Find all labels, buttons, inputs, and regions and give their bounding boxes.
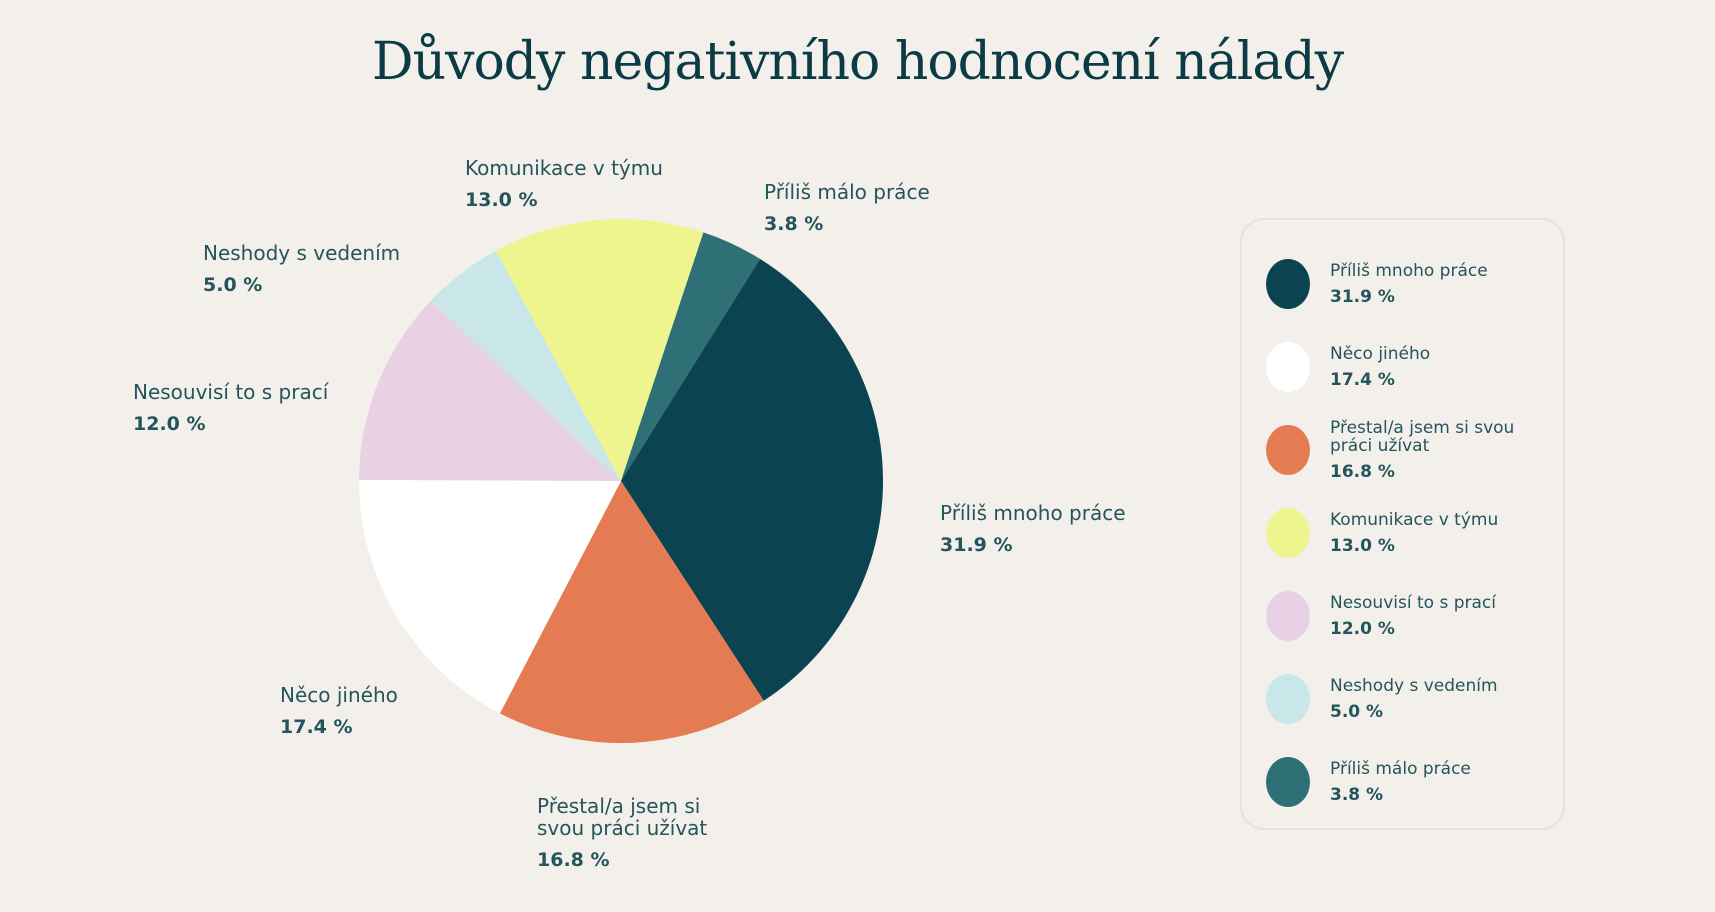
pie-slice (495, 219, 704, 482)
legend-label: Komunikace v týmu (1330, 509, 1499, 530)
legend-text: Nesouvisí to s prací 12.0 % (1330, 594, 1530, 638)
legend-swatch (1266, 756, 1310, 807)
pie-slice (499, 481, 764, 743)
slice-label: Neshody s vedením 5.0 % (203, 242, 400, 296)
chart-title: Důvody negativního hodnocení nálady (371, 32, 1344, 92)
slice-value: 12.0 % (133, 413, 206, 435)
legend-value: 31.9 % (1330, 286, 1395, 307)
legend-value: 3.8 % (1330, 784, 1384, 805)
legend-label: Příliš málo práce (1330, 758, 1471, 779)
pie-slice (359, 300, 621, 481)
slice-value: 5.0 % (203, 274, 263, 296)
slice-label: Nesouvisí to s prací 12.0 % (133, 381, 328, 435)
slice-name: Nesouvisí to s prací (133, 380, 329, 404)
slice-label: Příliš málo práce 3.8 % (764, 181, 930, 235)
legend: Příliš mnoho práce 31.9 % Něco jiného 17.4 … (1240, 218, 1565, 830)
slice-name: Neshody s vedením (203, 241, 401, 265)
legend-label: Příliš mnoho práce (1330, 260, 1488, 281)
legend-swatch (1266, 507, 1310, 558)
pie-slice (359, 479, 621, 714)
legend-item: Přestal/a jsem si svou práci užívat 16.8 … (1266, 408, 1563, 491)
slice-name: Přestal/a jsem si svou práci užívat (537, 794, 708, 840)
legend-text: Neshody s vedením 5.0 % (1330, 677, 1530, 721)
legend-value: 13.0 % (1330, 535, 1395, 556)
slice-name: Příliš mnoho práce (940, 501, 1126, 525)
legend-label: Nesouvisí to s prací (1330, 592, 1496, 613)
legend-text: Komunikace v týmu 13.0 % (1330, 511, 1530, 555)
legend-text: Příliš málo práce 3.8 % (1330, 760, 1530, 804)
legend-item: Příliš mnoho práce 31.9 % (1266, 242, 1563, 325)
slice-label: Komunikace v týmu 13.0 % (465, 157, 663, 211)
legend-text: Něco jiného 17.4 % (1330, 345, 1530, 389)
pie-slice (430, 250, 621, 481)
legend-item: Nesouvisí to s prací 12.0 % (1266, 574, 1563, 657)
slice-value: 16.8 % (537, 849, 610, 871)
legend-label: Něco jiného (1330, 343, 1431, 364)
legend-swatch (1266, 424, 1310, 475)
pie-slice (621, 258, 883, 701)
slice-label: Příliš mnoho práce 31.9 % (940, 502, 1126, 556)
legend-text: Přestal/a jsem si svou práci užívat 16.8 … (1330, 419, 1530, 481)
slice-label: Něco jiného 17.4 % (280, 684, 398, 738)
legend-item: Příliš málo práce 3.8 % (1266, 740, 1563, 823)
pie-slice (621, 232, 760, 481)
slice-value: 3.8 % (764, 213, 824, 235)
legend-value: 16.8 % (1330, 461, 1395, 482)
slice-label: Přestal/a jsem si svou práci užívat 16.8 … (537, 795, 737, 871)
slice-value: 17.4 % (280, 716, 353, 738)
legend-value: 12.0 % (1330, 618, 1395, 639)
legend-swatch (1266, 590, 1310, 641)
legend-value: 17.4 % (1330, 369, 1395, 390)
slice-name: Něco jiného (280, 683, 398, 707)
legend-label: Neshody s vedením (1330, 675, 1498, 696)
legend-swatch (1266, 673, 1310, 724)
slice-name: Komunikace v týmu (465, 156, 663, 180)
legend-swatch (1266, 341, 1310, 392)
legend-value: 5.0 % (1330, 701, 1384, 722)
legend-item: Komunikace v týmu 13.0 % (1266, 491, 1563, 574)
slice-value: 13.0 % (465, 189, 538, 211)
legend-label: Přestal/a jsem si svou práci užívat (1330, 417, 1515, 456)
legend-item: Něco jiného 17.4 % (1266, 325, 1563, 408)
legend-text: Příliš mnoho práce 31.9 % (1330, 262, 1530, 306)
slice-value: 31.9 % (940, 534, 1013, 556)
slice-name: Příliš málo práce (764, 180, 930, 204)
legend-swatch (1266, 258, 1310, 309)
legend-item: Neshody s vedením 5.0 % (1266, 657, 1563, 740)
